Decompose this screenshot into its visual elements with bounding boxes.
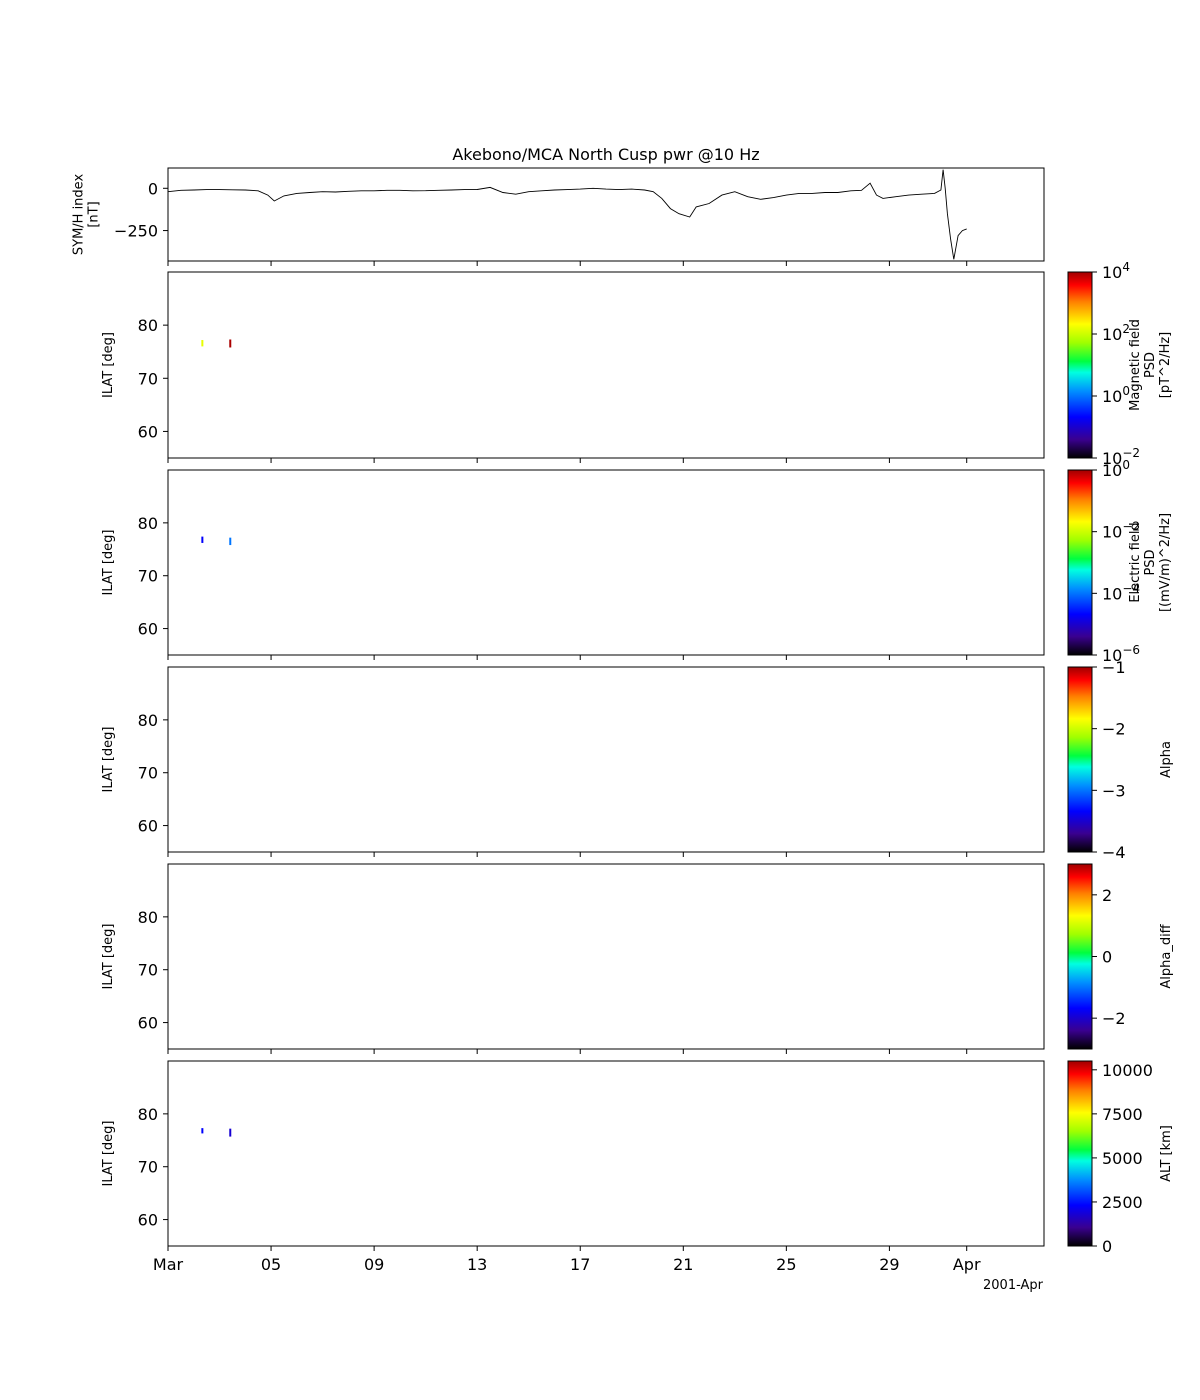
colorbar-tick-label: 10−2 bbox=[1102, 446, 1140, 468]
colorbar bbox=[1067, 666, 1093, 853]
colorbar-label: ALT [km] bbox=[1159, 1125, 1174, 1182]
colorbar bbox=[1067, 863, 1093, 1050]
colorbar-tick-label: 100 bbox=[1102, 384, 1130, 406]
data-mark bbox=[201, 536, 204, 543]
y-tick-label: 70 bbox=[138, 567, 158, 586]
x-tick-label: 17 bbox=[570, 1255, 590, 1274]
figure-title: Akebono/MCA North Cusp pwr @10 Hz bbox=[452, 145, 759, 164]
data-mark bbox=[229, 537, 232, 546]
y-tick-label: 70 bbox=[138, 764, 158, 783]
colorbar-tick-label: −1 bbox=[1102, 658, 1126, 677]
panel-frame bbox=[167, 167, 1045, 262]
y-tick-label: 80 bbox=[138, 711, 158, 730]
colorbar-tick-label: 2500 bbox=[1102, 1193, 1143, 1212]
colorbar bbox=[1067, 271, 1093, 459]
y-tick-label: 70 bbox=[138, 369, 158, 388]
colorbar-tick-label: −2 bbox=[1102, 720, 1126, 739]
panel-frame bbox=[167, 469, 1045, 656]
y-tick-label: 70 bbox=[138, 1158, 158, 1177]
colorbar-tick-label: −4 bbox=[1102, 843, 1126, 862]
colorbar-tick-label: 100 bbox=[1102, 458, 1130, 480]
x-tick-label: 25 bbox=[776, 1255, 796, 1274]
x-tick-label: Mar bbox=[153, 1255, 184, 1274]
data-mark bbox=[201, 340, 204, 347]
y-axis-label: ILAT [deg] bbox=[101, 530, 116, 596]
x-tick-label: 09 bbox=[364, 1255, 384, 1274]
colorbar bbox=[1067, 1060, 1093, 1247]
symh-line bbox=[167, 169, 967, 260]
y-axis-label: ILAT [deg] bbox=[101, 1121, 116, 1187]
y-axis-label: ILAT [deg] bbox=[101, 924, 116, 990]
y-tick-label: 80 bbox=[138, 514, 158, 533]
colorbar-tick-label: 104 bbox=[1102, 260, 1130, 282]
panel-elec_psd: 60 70 80 ILAT [deg] 10−6 10−4 10−2 100 Electric … bbox=[101, 458, 1173, 665]
panels: 0 −250 SYM/H index[nT] 60 70 80 ILAT [deg] 10−2… bbox=[72, 167, 1174, 1274]
y-tick-label: 80 bbox=[138, 1105, 158, 1124]
y-axis-label: ILAT [deg] bbox=[101, 332, 116, 398]
colorbar-tick-label: 10−6 bbox=[1102, 643, 1140, 665]
x-tick-label: 21 bbox=[673, 1255, 693, 1274]
panel-frame bbox=[167, 666, 1045, 853]
y-tick-label: −250 bbox=[114, 222, 158, 241]
data-mark bbox=[229, 1128, 232, 1137]
y-tick-label: 60 bbox=[138, 1211, 158, 1230]
data-mark bbox=[229, 339, 232, 348]
x-tick-label: 13 bbox=[467, 1255, 487, 1274]
colorbar bbox=[1067, 469, 1093, 656]
colorbar-tick-label: −2 bbox=[1102, 1009, 1126, 1028]
panel-frame bbox=[167, 863, 1045, 1050]
colorbar-tick-label: 0 bbox=[1102, 948, 1112, 967]
panel-frame bbox=[167, 1060, 1045, 1247]
data-mark bbox=[201, 1128, 204, 1134]
x-axis-date-label: 2001-Apr bbox=[983, 1278, 1044, 1293]
colorbar-label: Magnetic fieldPSD[pT^2/Hz] bbox=[1128, 319, 1173, 411]
panel-symh: 0 −250 SYM/H index[nT] bbox=[72, 167, 1045, 266]
colorbar-tick-label: 5000 bbox=[1102, 1149, 1143, 1168]
colorbar-tick-label: 2 bbox=[1102, 886, 1112, 905]
y-tick-label: 0 bbox=[148, 179, 158, 198]
y-axis-label: SYM/H index[nT] bbox=[72, 174, 102, 256]
x-tick-label: 05 bbox=[261, 1255, 281, 1274]
x-tick-label: 29 bbox=[879, 1255, 899, 1274]
y-tick-label: 70 bbox=[138, 961, 158, 980]
colorbar-tick-label: 10−4 bbox=[1102, 581, 1140, 603]
colorbar-tick-label: 10000 bbox=[1102, 1061, 1153, 1080]
x-tick-label: Apr bbox=[953, 1255, 981, 1274]
y-tick-label: 80 bbox=[138, 316, 158, 335]
y-tick-label: 60 bbox=[138, 817, 158, 836]
colorbar-tick-label: 7500 bbox=[1102, 1105, 1143, 1124]
panel-frame bbox=[167, 271, 1045, 459]
y-tick-label: 60 bbox=[138, 1014, 158, 1033]
colorbar-label: Alpha_diff bbox=[1159, 923, 1174, 988]
colorbar-label: Electric fieldPSD[(mV/m)^2/Hz] bbox=[1128, 513, 1173, 612]
y-axis-label: ILAT [deg] bbox=[101, 727, 116, 793]
y-tick-label: 60 bbox=[138, 422, 158, 441]
panel-alpha: 60 70 80 ILAT [deg] −4 −3 −2 −1 Alpha bbox=[101, 658, 1174, 862]
panel-alpha_diff: 60 70 80 ILAT [deg] −2 0 2 Alpha_diff bbox=[101, 863, 1174, 1054]
colorbar-tick-label: 0 bbox=[1102, 1237, 1112, 1256]
panel-mag_psd: 60 70 80 ILAT [deg] 10−2 100 102 104 Magnetic fi… bbox=[101, 260, 1173, 468]
y-tick-label: 60 bbox=[138, 620, 158, 639]
colorbar-label: Alpha bbox=[1159, 741, 1174, 778]
colorbar-tick-label: 102 bbox=[1102, 322, 1130, 344]
colorbar-tick-label: 10−2 bbox=[1102, 520, 1140, 542]
colorbar-tick-label: −3 bbox=[1102, 781, 1126, 800]
y-tick-label: 80 bbox=[138, 908, 158, 927]
panel-alt: Mar 05 09 13 17 21 25 29 Apr 60 70 80 ILAT [deg] 0 250… bbox=[101, 1060, 1174, 1274]
